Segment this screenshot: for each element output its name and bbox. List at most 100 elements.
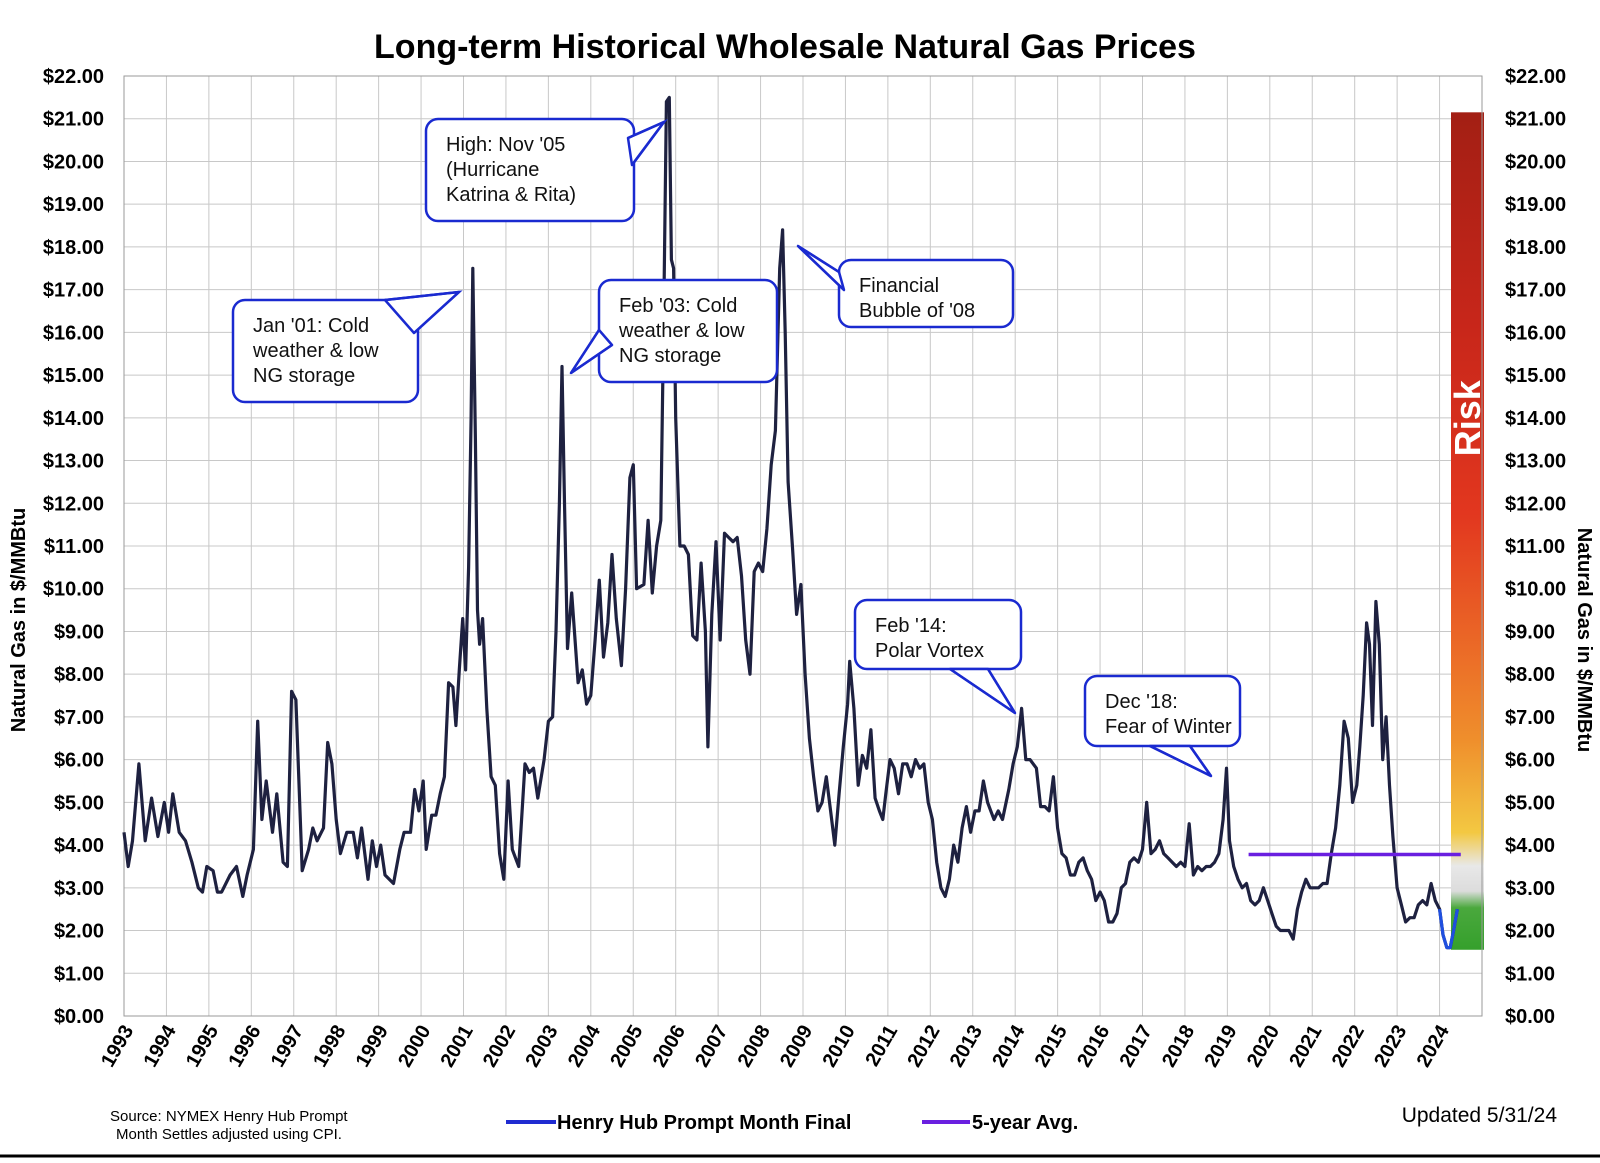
- callout-text-line: (Hurricane: [446, 159, 539, 181]
- x-tick-label: 2016: [1073, 1022, 1114, 1072]
- y-tick-label-left: $5.00: [54, 792, 104, 814]
- y-tick-label-right: $21.00: [1505, 109, 1566, 131]
- plot-area-border: [123, 75, 1483, 1017]
- x-tick-label: 2023: [1370, 1022, 1411, 1072]
- callout-pointer-outline: [1149, 744, 1213, 778]
- callout-pointer-outline: [949, 667, 1017, 715]
- y-tick-label-right: $1.00: [1505, 963, 1555, 985]
- callout-text-line: Polar Vortex: [875, 640, 984, 662]
- x-tick-label: 2006: [649, 1022, 690, 1072]
- callout-pointer-outline: [797, 244, 845, 291]
- y-tick-label-right: $13.00: [1505, 451, 1566, 473]
- callout-text-line: weather & low: [252, 340, 379, 362]
- y-tick-label-right: $16.00: [1505, 322, 1566, 344]
- y-tick-label-right: $14.00: [1505, 408, 1566, 430]
- callout-box: [231, 298, 420, 404]
- x-tick-label: 1996: [224, 1022, 265, 1072]
- y-tick-label-left: $22.00: [43, 66, 104, 88]
- y-tick-label-left: $16.00: [43, 322, 104, 344]
- risk-bar: Risk: [1447, 112, 1488, 950]
- y-tick-label-left: $14.00: [43, 408, 104, 430]
- x-tick-label: 2008: [734, 1022, 775, 1072]
- y-tick-label-left: $19.00: [43, 194, 104, 216]
- callout-text-line: NG storage: [619, 345, 721, 367]
- callout-text-line: High: Nov '05: [446, 134, 565, 156]
- x-tick-label: 2010: [818, 1022, 859, 1072]
- y-tick-label-left: $18.00: [43, 237, 104, 259]
- series-line-henry-hub-recent: [1438, 908, 1459, 950]
- x-tick-label: 2004: [564, 1021, 606, 1071]
- callout-text-line: Feb '03: Cold: [619, 295, 737, 317]
- y-tick-label-left: $7.00: [54, 707, 104, 729]
- y-tick-label-left: $20.00: [43, 151, 104, 173]
- y-tick-label-left: $0.00: [54, 1006, 104, 1028]
- callout-feb14: Feb '14: Polar Vortex: [853, 598, 1023, 715]
- y-tick-label-left: $11.00: [44, 536, 104, 558]
- y-tick-label-right: $2.00: [1505, 921, 1555, 943]
- callout-text-line: Fear of Winter: [1105, 716, 1232, 738]
- y-tick-label-right: $6.00: [1505, 750, 1555, 772]
- x-tick-label: 2014: [988, 1021, 1030, 1071]
- y-tick-label-left: $4.00: [54, 835, 104, 857]
- x-tick-label: 2001: [437, 1022, 478, 1072]
- callout-text-line: Feb '14:: [875, 615, 947, 637]
- source-line-1: Source: NYMEX Henry Hub Prompt: [110, 1108, 348, 1125]
- callout-text-line: NG storage: [253, 365, 355, 387]
- x-tick-label: 2000: [394, 1022, 435, 1072]
- callout-pointer-outline: [627, 118, 668, 166]
- y-tick-label-right: $3.00: [1505, 878, 1555, 900]
- grid-layer: [124, 76, 1482, 1016]
- callout-box: [853, 598, 1023, 671]
- x-tick-label: 1998: [309, 1022, 350, 1072]
- x-tick-labels: 1993 1994 1995 1996 1997 1998 1999 2000 2001 2002…: [97, 1021, 1454, 1071]
- y-tick-label-left: $13.00: [43, 451, 104, 473]
- x-tick-label: 2003: [521, 1022, 562, 1072]
- y-tick-label-right: $8.00: [1505, 664, 1555, 686]
- y-tick-label-right: $17.00: [1505, 280, 1566, 302]
- legend-label-5yr-avg: 5-year Avg.: [972, 1112, 1078, 1134]
- y-tick-label-left: $8.00: [54, 664, 104, 686]
- y-tick-label-right: $12.00: [1505, 493, 1566, 515]
- y-tick-label-right: $0.00: [1505, 1006, 1555, 1028]
- y-tick-label-left: $1.00: [54, 963, 104, 985]
- y-tick-label-right: $4.00: [1505, 835, 1555, 857]
- y-tick-label-right: $19.00: [1505, 194, 1566, 216]
- y-tick-label-left: $3.00: [54, 878, 104, 900]
- x-tick-label: 2015: [1031, 1022, 1072, 1072]
- y-tick-label-right: $7.00: [1505, 707, 1555, 729]
- y-tick-label-right: $5.00: [1505, 792, 1555, 814]
- x-tick-label: 2007: [691, 1022, 732, 1072]
- x-tick-label: 2022: [1328, 1022, 1369, 1072]
- y-tick-label-left: $9.00: [54, 621, 104, 643]
- source-line-2: Month Settles adjusted using CPI.: [116, 1126, 342, 1143]
- series-layer: [122, 95, 1461, 950]
- y-tick-label-left: $17.00: [43, 280, 104, 302]
- x-tick-label: 1994: [139, 1021, 181, 1071]
- x-tick-label: 1995: [182, 1022, 223, 1072]
- callout-text-line: Bubble of '08: [859, 300, 975, 322]
- x-tick-label: 2009: [776, 1022, 817, 1072]
- x-tick-label: 2017: [1116, 1022, 1157, 1072]
- x-tick-label: 1997: [267, 1022, 308, 1072]
- x-tick-label: 1993: [97, 1022, 138, 1072]
- callout-nov05: High: Nov '05 (Hurricane Katrina & Rita): [424, 117, 668, 223]
- y-tick-labels: $0.00 $0.00 $1.00 $1.00 $2.00 $2.00 $3.00 $3.00…: [43, 66, 1566, 1028]
- x-tick-label: 2019: [1200, 1022, 1241, 1072]
- callout-text-line: Dec '18:: [1105, 691, 1178, 713]
- callout-box: [424, 117, 636, 223]
- callout-text-line: weather & low: [618, 320, 745, 342]
- x-tick-label: 2005: [606, 1022, 647, 1072]
- callout-jan01: Jan '01: Cold weather & low NG storage: [231, 290, 463, 404]
- x-tick-label: 2012: [903, 1022, 944, 1072]
- y-tick-label-right: $20.00: [1505, 151, 1566, 173]
- y-tick-label-right: $11.00: [1505, 536, 1565, 558]
- x-tick-label: 2018: [1158, 1022, 1199, 1072]
- x-tick-label: 2013: [946, 1022, 987, 1072]
- x-tick-label: 1999: [352, 1022, 393, 1072]
- callout-pointer-outline: [384, 290, 463, 334]
- callout-pointer-outline: [569, 329, 613, 375]
- callout-feb03: Feb '03: Cold weather & low NG storage: [569, 278, 779, 384]
- y-tick-label-right: $9.00: [1505, 621, 1555, 643]
